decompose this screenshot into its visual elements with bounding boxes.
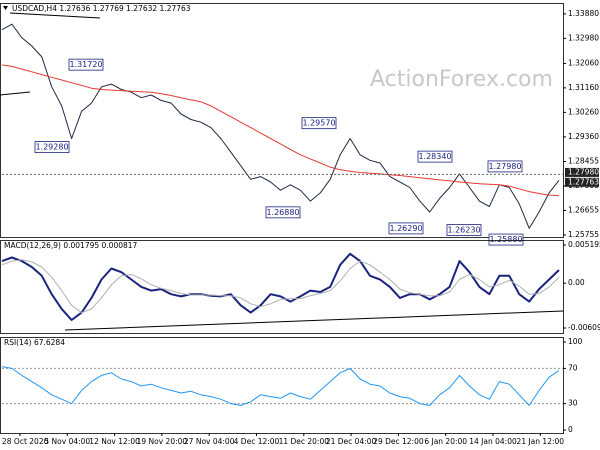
level-label: 1.26880 <box>266 208 299 217</box>
x-tick-label: 21 Dec 04:00 <box>326 437 377 446</box>
y-tick-label: 0.00 <box>568 278 585 287</box>
level-label: 1.25880 <box>489 235 522 244</box>
y-tick-label: 1.29360 <box>568 132 599 141</box>
watermark: ActionForex.com <box>370 67 553 92</box>
level-label: 1.26290 <box>389 224 422 233</box>
panel-title: MACD(12,26,9) 0.001795 0.000817 <box>4 241 138 250</box>
y-tick-label: 1.33880 <box>568 9 599 18</box>
y-tick-label: 1.32060 <box>568 58 599 67</box>
trend-line <box>9 12 101 19</box>
x-tick-label: 21 Jan 12:00 <box>517 437 565 446</box>
price-box <box>565 177 599 187</box>
y-tick-label: -0.006093 <box>568 323 600 332</box>
level-box <box>487 160 523 173</box>
series-line <box>1 64 560 197</box>
level-box <box>388 222 424 235</box>
y-tick-label: 0.005195 <box>568 240 600 249</box>
dropdown-icon <box>3 6 8 10</box>
y-tick-label: 1.30260 <box>568 107 599 116</box>
series-line <box>1 259 560 314</box>
level-box <box>488 233 524 246</box>
x-tick-label: 28 Oct 2020 <box>2 437 49 446</box>
series-line <box>1 23 560 229</box>
x-tick-label: 19 Nov 20:00 <box>137 437 188 446</box>
level-box <box>34 141 70 153</box>
level-label: 1.26230 <box>447 226 480 235</box>
level-label: 1.29280 <box>35 143 68 152</box>
x-tick-label: 11 Dec 20:00 <box>279 437 330 446</box>
series-line <box>1 252 560 321</box>
panel-title: USDCAD,H4 1.27636 1.27769 1.27632 1.2776… <box>12 4 191 13</box>
x-tick-label: 14 Jan 04:00 <box>469 437 517 446</box>
y-tick-label: 1.31160 <box>568 83 599 92</box>
level-label: 1.31720 <box>69 60 102 69</box>
y-tick-label: 0 <box>568 425 573 434</box>
trend-line <box>64 310 564 331</box>
level-box <box>265 206 301 219</box>
panel-title: RSI(14) 67.6284 <box>4 338 65 347</box>
x-tick-label: 29 Dec 12:00 <box>373 437 424 446</box>
level-box <box>68 58 104 71</box>
x-tick-label: 6 Jan 20:00 <box>424 437 467 446</box>
level-label: 1.27980 <box>488 162 521 171</box>
level-box <box>417 150 453 163</box>
price-label: 1.27980 <box>568 167 599 176</box>
x-tick-label: 5 Nov 04:00 <box>44 437 90 446</box>
y-tick-label: 1.28455 <box>568 156 599 165</box>
y-tick-label: 100 <box>568 337 583 346</box>
x-tick-label: 12 Nov 12:00 <box>89 437 140 446</box>
panel-frame <box>0 337 564 434</box>
y-tick-label: 1.25755 <box>568 230 599 239</box>
price-box <box>565 167 599 177</box>
level-label: 1.29570 <box>302 119 335 128</box>
level-box <box>446 224 482 236</box>
level-box <box>301 117 337 130</box>
x-tick-label: 27 Nov 04:00 <box>184 437 235 446</box>
panel-frame <box>0 3 564 238</box>
level-label: 1.28340 <box>418 152 451 161</box>
x-tick-label: 4 Dec 12:00 <box>234 437 280 446</box>
panel-frame <box>0 240 564 334</box>
price-label: 1.27763 <box>568 177 599 186</box>
y-tick-label: 1.32980 <box>568 33 599 42</box>
trend-line <box>0 91 31 96</box>
series-line <box>1 366 560 406</box>
y-tick-label: 1.26655 <box>568 205 599 214</box>
y-tick-label: 30 <box>568 399 578 408</box>
y-tick-label: 70 <box>568 363 578 372</box>
